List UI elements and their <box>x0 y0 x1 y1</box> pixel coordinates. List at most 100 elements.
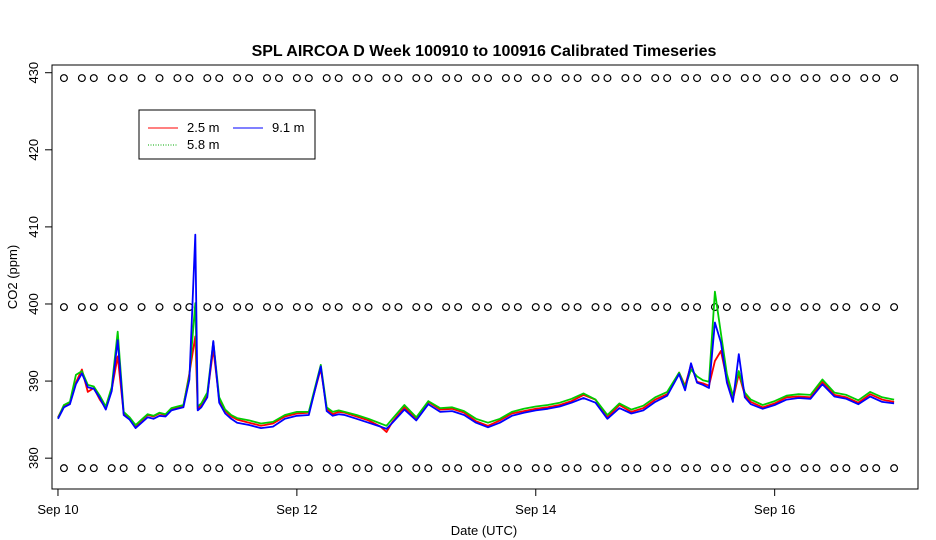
calibration-point <box>812 303 821 312</box>
calibration-point <box>543 74 552 83</box>
calibration-point <box>531 464 540 473</box>
y-tick-label: 390 <box>26 370 41 392</box>
calibration-point <box>233 464 242 473</box>
calibration-point <box>274 303 283 312</box>
calibration-point <box>215 74 224 83</box>
calibration-point <box>722 74 731 83</box>
calibration-point <box>483 74 492 83</box>
calibration-point <box>59 74 68 83</box>
calibration-point <box>334 303 343 312</box>
calibration-point <box>513 303 522 312</box>
x-tick-label: Sep 16 <box>754 502 795 517</box>
calibration-point <box>292 74 301 83</box>
calibration-point <box>663 464 672 473</box>
calibration-point <box>59 303 68 312</box>
calibration-point <box>352 74 361 83</box>
calibration-point <box>513 74 522 83</box>
series-lines <box>57 233 895 433</box>
calibration-point <box>651 74 660 83</box>
calibration-point <box>137 74 146 83</box>
calibration-point <box>155 303 164 312</box>
calibration-point <box>173 303 182 312</box>
calibration-point <box>740 464 749 473</box>
calibration-point <box>573 303 582 312</box>
calibration-point <box>215 464 224 473</box>
calibration-point <box>860 303 869 312</box>
calibration-point <box>633 303 642 312</box>
calibration-point <box>710 74 719 83</box>
calibration-point <box>573 464 582 473</box>
calibration-point <box>107 464 116 473</box>
calibration-point <box>233 74 242 83</box>
calibration-point <box>292 464 301 473</box>
calibration-point <box>442 303 451 312</box>
calibration-point <box>442 74 451 83</box>
calibration-point <box>860 74 869 83</box>
calibration-point <box>274 74 283 83</box>
calibration-point <box>740 74 749 83</box>
calibration-point <box>561 464 570 473</box>
calibration-point <box>722 303 731 312</box>
x-axis: Sep 10 Sep 12 Sep 14 Sep 16 <box>37 489 795 517</box>
calibration-point <box>352 464 361 473</box>
calibration-point <box>215 303 224 312</box>
calibration-point <box>770 303 779 312</box>
calibration-point <box>304 303 313 312</box>
calibration-point <box>561 74 570 83</box>
calibration-point <box>263 464 272 473</box>
calibration-point <box>621 74 630 83</box>
calibration-point <box>591 464 600 473</box>
calibration-point <box>531 303 540 312</box>
calibration-point <box>651 303 660 312</box>
calibration-point <box>872 303 881 312</box>
y-tick-label: 400 <box>26 293 41 315</box>
calibration-point <box>322 303 331 312</box>
calibration-point <box>812 464 821 473</box>
y-tick-label: 430 <box>26 62 41 84</box>
calibration-point <box>382 303 391 312</box>
calibration-point <box>830 74 839 83</box>
y-tick-label: 410 <box>26 216 41 238</box>
x-tick-label: Sep 10 <box>37 502 78 517</box>
calibration-point <box>292 303 301 312</box>
calibration-point <box>573 74 582 83</box>
calibration-point <box>322 464 331 473</box>
calibration-point <box>531 74 540 83</box>
calibration-point <box>472 464 481 473</box>
calibration-point <box>352 303 361 312</box>
series-line-9-1-m <box>57 233 895 430</box>
calibration-point <box>203 303 212 312</box>
calibration-point <box>412 303 421 312</box>
legend-label-2-5m: 2.5 m <box>187 120 220 135</box>
calibration-point <box>561 303 570 312</box>
calibration-point <box>681 464 690 473</box>
calibration-point <box>740 303 749 312</box>
calibration-point <box>364 464 373 473</box>
series-line-5-8-m <box>57 290 895 427</box>
calibration-point <box>543 303 552 312</box>
calibration-point <box>185 74 194 83</box>
calibration-point <box>119 74 128 83</box>
calibration-point <box>412 464 421 473</box>
calibration-point <box>603 464 612 473</box>
calibration-point <box>842 464 851 473</box>
calibration-point <box>633 74 642 83</box>
chart-title: SPL AIRCOA D Week 100910 to 100916 Calib… <box>252 43 717 60</box>
calibration-point <box>185 464 194 473</box>
y-axis-label: CO2 (ppm) <box>5 245 20 309</box>
series-line-2-5-m <box>57 335 895 433</box>
calibration-point <box>155 74 164 83</box>
calibration-point <box>304 74 313 83</box>
legend: 2.5 m 9.1 m 5.8 m <box>138 109 316 160</box>
calibration-point <box>693 303 702 312</box>
calibration-point <box>591 74 600 83</box>
calibration-point <box>830 464 839 473</box>
calibration-point <box>173 464 182 473</box>
calibration-point <box>364 74 373 83</box>
calibration-point <box>890 464 899 473</box>
calibration-point <box>513 464 522 473</box>
calibration-point <box>693 74 702 83</box>
calibration-point <box>59 464 68 473</box>
calibration-point <box>890 74 899 83</box>
